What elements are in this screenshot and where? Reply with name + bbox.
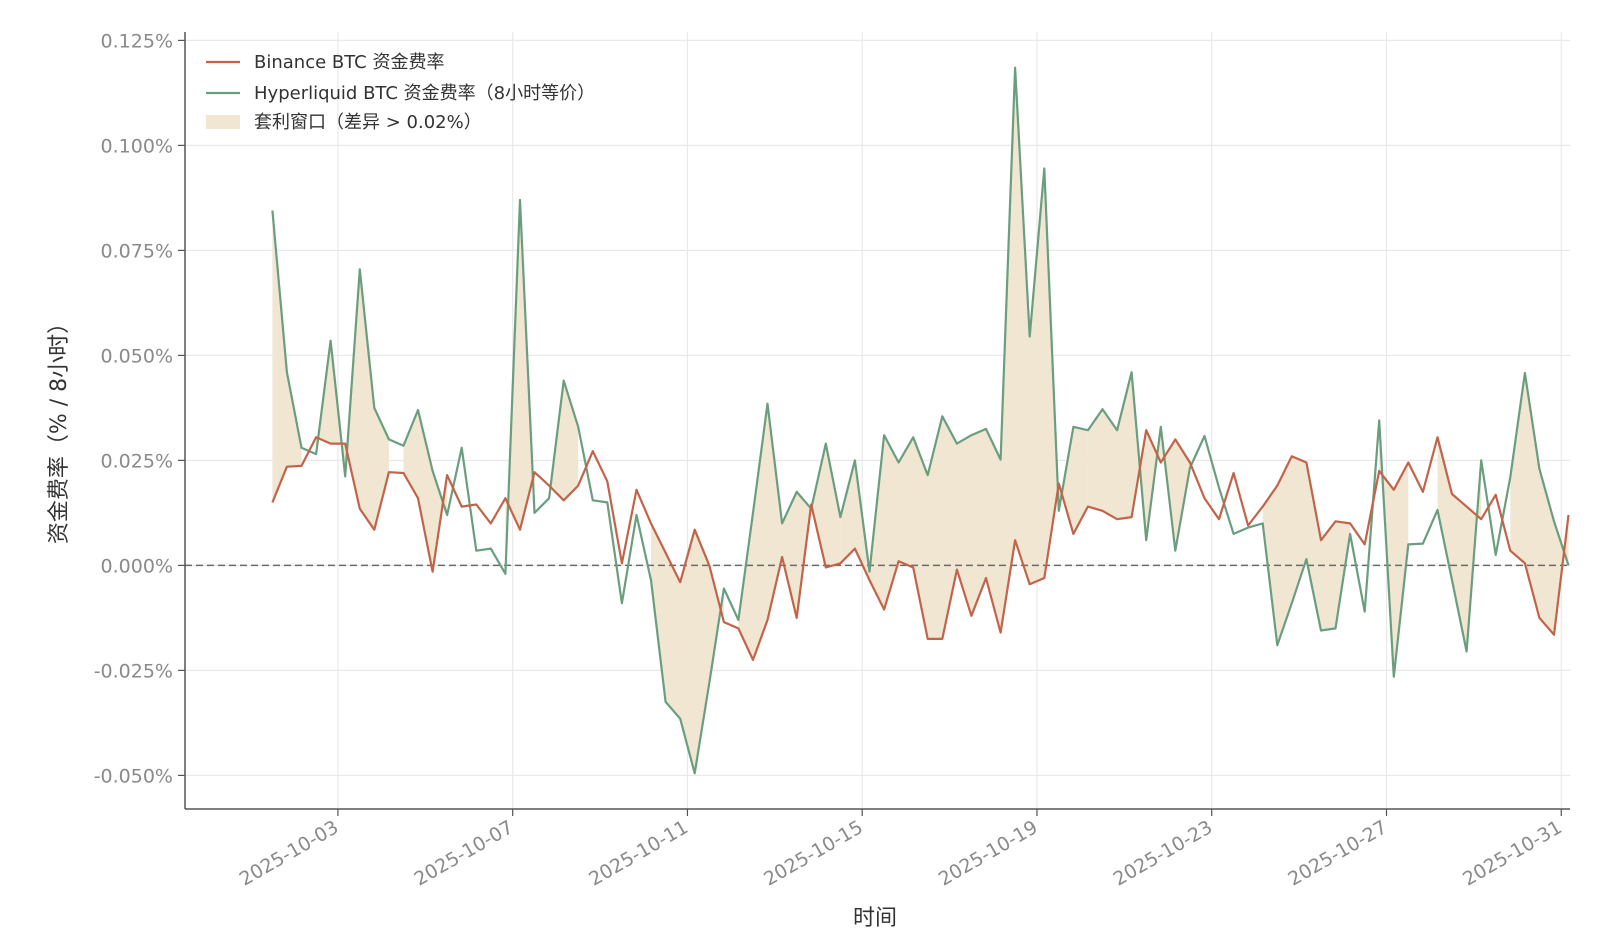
y-tick-label: 0.075% [101,240,173,262]
arbitrage-window-region [272,210,302,503]
arbitrage-window-region [505,200,535,574]
arbitrage-window-region [1160,426,1190,551]
grid-lines [185,32,1570,809]
arbitrage-window-region [403,410,448,572]
x-tick-label: 2025-10-23 [1110,816,1217,890]
y-tick-label: 0.050% [101,345,173,367]
x-tick-label: 2025-10-19 [935,816,1042,890]
arbitrage-window-region [345,269,389,530]
y-tick-labels: -0.050% -0.025% 0.000% 0.025% 0.050% 0.075% 0.… [94,30,173,787]
arbitrage-window-region [840,460,870,581]
arbitrage-window-fill [272,67,1569,774]
x-tick-label: 2025-10-15 [760,816,867,890]
y-tick-label: 0.000% [101,555,173,577]
axes [178,32,1570,816]
legend-fill-swatch [206,115,240,129]
arbitrage-window-region [869,67,1059,639]
legend: Binance BTC 资金费率 Hyperliquid BTC 资金费率（8小… [206,52,595,133]
x-tick-label: 2025-10-11 [585,816,692,890]
x-tick-labels: 2025-10-03 2025-10-07 2025-10-11 2025-10-15… [236,816,1566,890]
hyperliquid-series-line [271,66,1570,775]
x-axis-title: 时间 [853,906,897,931]
x-tick-label: 2025-10-27 [1284,816,1391,890]
arbitrage-window-region [782,491,812,618]
arbitrage-window-region [651,523,724,774]
x-tick-label: 2025-10-03 [236,816,343,890]
arbitrage-window-region [1379,420,1409,677]
arbitrage-window-region [738,403,783,660]
arbitrage-window-region [316,340,346,477]
y-tick-label: 0.125% [101,30,173,52]
arbitrage-window-region [811,443,841,568]
arbitrage-window-region [1262,456,1351,646]
series-lines [271,66,1570,775]
y-tick-label: 0.025% [101,450,173,472]
legend-binance-label: Binance BTC 资金费率 [254,52,444,73]
arbitrage-window-region [1510,373,1569,635]
y-tick-label: -0.025% [94,660,173,682]
binance-series-line [271,429,1570,662]
arbitrage-window-region [549,380,579,501]
x-tick-label: 2025-10-31 [1459,816,1566,890]
y-tick-label: 0.100% [101,135,173,157]
y-tick-label: -0.050% [94,765,173,787]
legend-hyperliquid-label: Hyperliquid BTC 资金费率（8小时等价） [254,83,595,104]
legend-fill-label: 套利窗口（差异 > 0.02%） [254,112,482,133]
y-axis-title: 资金费率（% / 8小时） [47,312,72,544]
x-tick-label: 2025-10-07 [411,816,518,890]
